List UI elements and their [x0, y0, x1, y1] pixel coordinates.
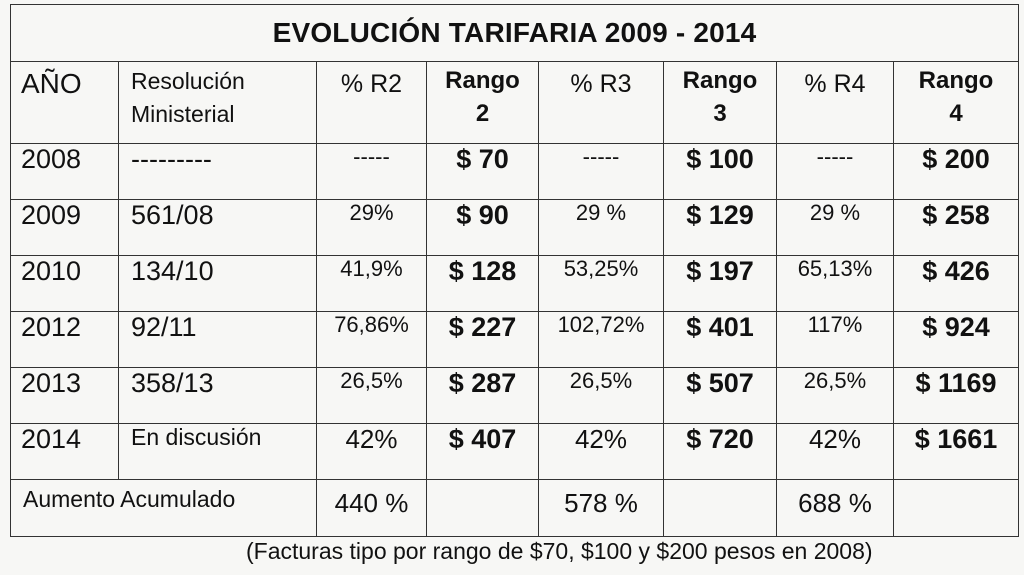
cell-rango-4: $ 924: [892, 311, 1020, 368]
cell-pct-r2: 41,9%: [316, 255, 427, 312]
cell-pct-r3: 29 %: [538, 199, 664, 256]
cell-resolution: 92/11: [118, 311, 317, 368]
header-year: AÑO: [10, 61, 119, 144]
header-rango-3: Rango 3: [663, 61, 777, 144]
cell-pct-r2: -----: [316, 143, 427, 200]
cell-pct-r2: 26,5%: [316, 367, 427, 424]
cell-pct-r3: 26,5%: [538, 367, 664, 424]
cell-resolution: 561/08: [118, 199, 317, 256]
header-rango-2-line1: Rango: [445, 67, 520, 94]
footer-label: Aumento Acumulado: [10, 479, 317, 537]
cell-rango-4: $ 426: [892, 255, 1020, 312]
header-pct-r4: % R4: [776, 61, 894, 144]
cell-rango-4: $ 1169: [892, 367, 1020, 424]
cell-pct-r3: 102,72%: [538, 311, 664, 368]
header-rango-4-line1: Rango: [918, 67, 994, 94]
header-pct-r3: % R3: [538, 61, 664, 144]
footer-r3: 578 %: [538, 479, 664, 537]
table-row: 2008 --------- ----- $ 70 ----- $ 100 --…: [10, 143, 1020, 200]
cell-rango-2: $ 227: [426, 311, 539, 368]
table-row: 2013 358/13 26,5% $ 287 26,5% $ 507 26,5…: [10, 367, 1020, 424]
cell-pct-r2: 76,86%: [316, 311, 427, 368]
cell-rango-4: $ 200: [892, 143, 1020, 200]
cell-rango-3: $ 401: [663, 311, 777, 368]
cell-rango-3: $ 720: [663, 423, 777, 480]
header-rango-2: Rango 2: [426, 61, 539, 144]
table-row: 2014 En discusión 42% $ 407 42% $ 720 42…: [10, 423, 1020, 480]
tariff-table: EVOLUCIÓN TARIFARIA 2009 - 2014 AÑO Reso…: [9, 4, 1020, 537]
header-resolution-line2: Ministerial: [131, 101, 235, 127]
tariff-document: EVOLUCIÓN TARIFARIA 2009 - 2014 AÑO Reso…: [9, 4, 1020, 537]
cell-rango-3: $ 100: [663, 143, 777, 200]
cell-year: 2012: [10, 311, 119, 368]
cell-resolution: 358/13: [118, 367, 317, 424]
cell-rango-4: $ 258: [892, 199, 1020, 256]
table-row: 2012 92/11 76,86% $ 227 102,72% $ 401 11…: [10, 311, 1020, 368]
header-rango-3-line1: Rango: [682, 67, 758, 94]
cell-pct-r2: 29%: [316, 199, 427, 256]
cell-rango-4: $ 1661: [892, 423, 1020, 480]
header-rango-2-line2: 2: [475, 100, 490, 127]
cell-pct-r3: 53,25%: [538, 255, 664, 312]
cell-pct-r4: 29 %: [776, 199, 894, 256]
cell-pct-r4: 26,5%: [776, 367, 894, 424]
footer-empty-rango-2: [426, 479, 539, 537]
header-rango-4-line2: 4: [949, 100, 963, 127]
footer-r4: 688 %: [776, 479, 894, 537]
cell-rango-2: $ 90: [426, 199, 539, 256]
table-row: 2009 561/08 29% $ 90 29 % $ 129 29 % $ 2…: [10, 199, 1020, 256]
cell-rango-2: $ 287: [426, 367, 539, 424]
cell-pct-r3: 42%: [538, 423, 664, 480]
footer-r2: 440 %: [316, 479, 427, 537]
cell-resolution: En discusión: [118, 423, 317, 480]
header-resolution: Resolución Ministerial: [118, 61, 317, 144]
cell-year: 2014: [10, 423, 119, 480]
footer-row: Aumento Acumulado 440 % 578 % 688 %: [10, 479, 1020, 537]
cell-year: 2013: [10, 367, 119, 424]
header-pct-r2: % R2: [316, 61, 427, 144]
cell-rango-2: $ 128: [426, 255, 539, 312]
cell-pct-r4: 42%: [776, 423, 894, 480]
footer-empty-rango-4: [892, 479, 1020, 537]
cell-pct-r3: -----: [538, 143, 664, 200]
cell-rango-2: $ 407: [426, 423, 539, 480]
header-rango-3-line2: 3: [713, 100, 727, 127]
cell-resolution: 134/10: [118, 255, 317, 312]
footer-empty-rango-3: [663, 479, 777, 537]
footnote: (Facturas tipo por rango de $70, $100 y …: [246, 538, 873, 564]
cell-rango-2: $ 70: [426, 143, 539, 200]
cell-rango-3: $ 129: [663, 199, 777, 256]
table-title: EVOLUCIÓN TARIFARIA 2009 - 2014: [9, 4, 1020, 62]
header-rango-4: Rango 4: [892, 61, 1020, 144]
cell-pct-r4: 117%: [776, 311, 894, 368]
header-row: AÑO Resolución Ministerial % R2 Rango 2 …: [10, 61, 1020, 144]
cell-pct-r2: 42%: [316, 423, 427, 480]
cell-year: 2009: [10, 199, 119, 256]
header-resolution-line1: Resolución: [131, 68, 245, 94]
cell-year: 2010: [10, 255, 119, 312]
cell-rango-3: $ 197: [663, 255, 777, 312]
cell-year: 2008: [10, 143, 119, 200]
cell-pct-r4: -----: [776, 143, 894, 200]
table-row: 2010 134/10 41,9% $ 128 53,25% $ 197 65,…: [10, 255, 1020, 312]
cell-rango-3: $ 507: [663, 367, 777, 424]
cell-resolution: ---------: [118, 143, 317, 200]
cell-pct-r4: 65,13%: [776, 255, 894, 312]
